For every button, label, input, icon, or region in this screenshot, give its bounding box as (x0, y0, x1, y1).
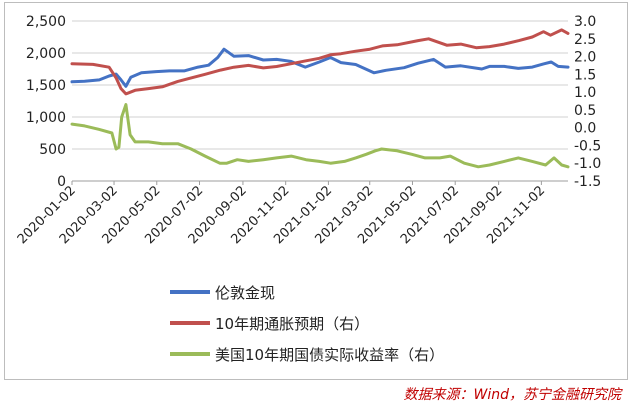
y-right-tick-label: 1.0 (574, 85, 596, 101)
y-right-tick-label: 2.5 (574, 32, 596, 48)
y-left-tick-label: 2,500 (26, 14, 66, 30)
y-left-tick-label: 500 (39, 142, 66, 158)
y-right-tick-label: -0.5 (574, 138, 601, 154)
y-right-tick-label: 2.0 (574, 50, 596, 66)
y-right-tick-label: 1.5 (574, 67, 596, 83)
y-right-tick-label: 3.0 (574, 14, 596, 30)
series-line-3 (70, 103, 570, 169)
y-right-tick-label: 0.0 (574, 121, 596, 137)
legend-label-1: 伦敦金现 (215, 284, 275, 302)
y-left-tick-label: 1,000 (26, 110, 66, 126)
series-line-2 (70, 28, 570, 96)
y-right-tick-label: -1.5 (574, 174, 601, 190)
y-left-tick-label: 1,500 (26, 78, 66, 94)
y-left-tick-label: 2,000 (26, 46, 66, 62)
legend-label-3: 美国10年期国债实际收益率（右） (215, 346, 444, 364)
line-chart: 0 500 1,000 1,500 2,000 2,500 3.0 2.5 2.01.5 1.0 0… (15, 14, 602, 364)
source-note: 数据来源：Wind，苏宁金融研究院 (403, 387, 622, 403)
y-right-tick-label: -1.0 (574, 156, 601, 172)
y-right-tick-label: 0.5 (574, 103, 596, 119)
legend-label-2: 10年期通胀预期（右） (215, 315, 369, 333)
series-line-1 (70, 47, 570, 88)
y-left-tick-label: 0 (57, 174, 66, 190)
chart-frame: 0 500 1,000 1,500 2,000 2,500 3.0 2.5 2.0 1.5 1.0 0… (4, 2, 628, 380)
